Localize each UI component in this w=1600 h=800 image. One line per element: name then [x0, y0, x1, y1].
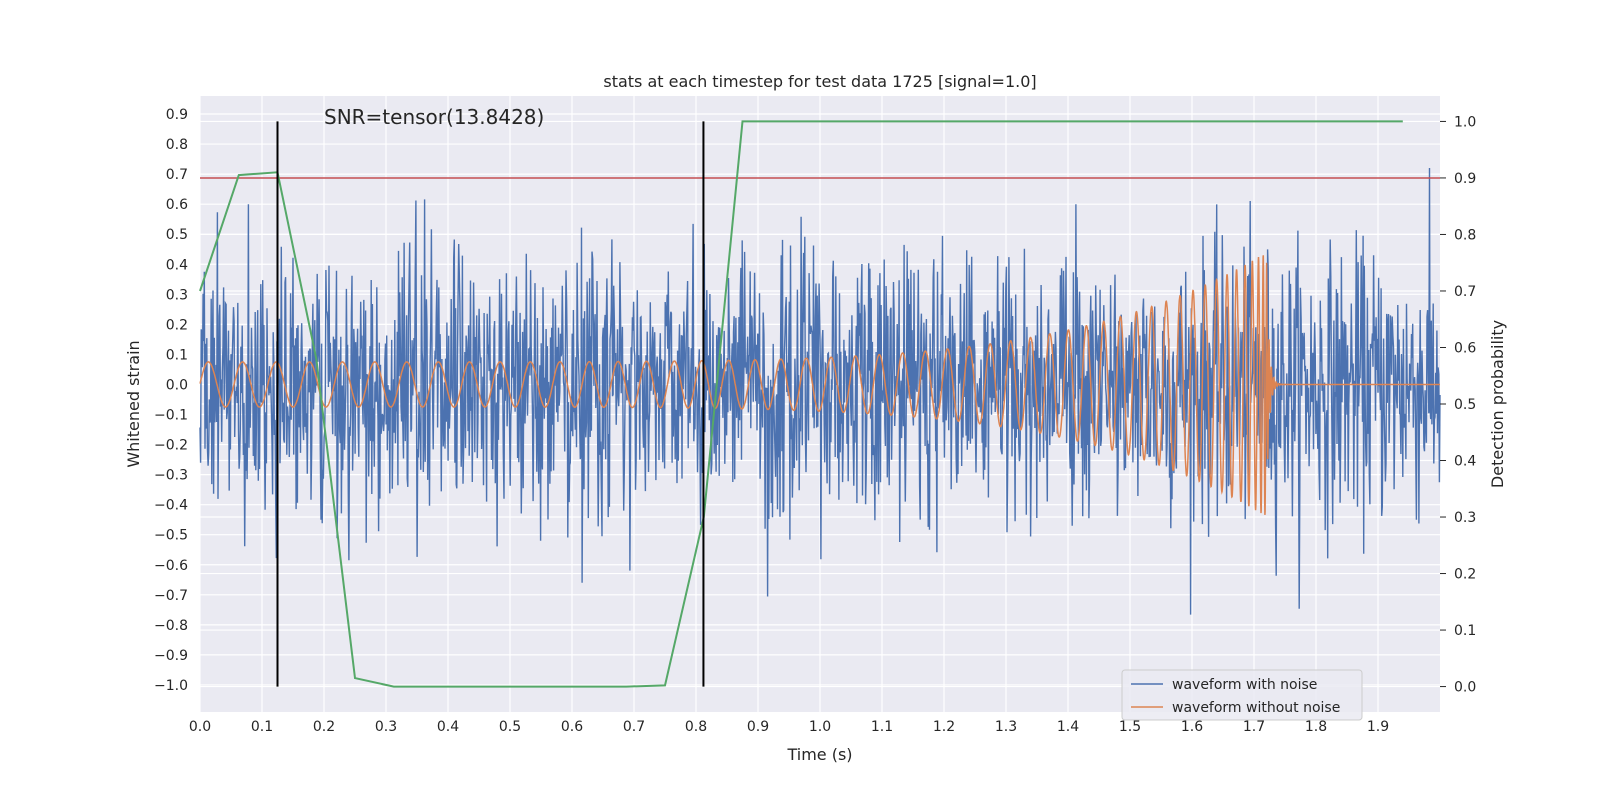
x-tick-label: 0.0 — [189, 719, 211, 735]
x-tick-label: 0.7 — [623, 719, 645, 735]
y-left-tick-label: −0.1 — [154, 408, 188, 424]
y-left-tick-label: 0.4 — [166, 257, 188, 273]
clean-line — [199, 255, 1440, 515]
x-tick-label: 1.6 — [1181, 719, 1203, 735]
y-left-tick-label: −0.2 — [154, 438, 188, 454]
y-axis-left-ticks: 0.9 0.8 0.7 0.6 0.5 0.4 0.3 0.2 0.1 0.0 −0.1 −0.2 −0… — [154, 107, 188, 694]
y-right-tick-label: 0.2 — [1454, 567, 1476, 583]
y-left-tick-label: −0.9 — [154, 648, 188, 664]
y-left-tick-label: −0.7 — [154, 588, 188, 604]
y-right-tick-label: 0.8 — [1454, 227, 1476, 243]
x-tick-label: 0.2 — [313, 719, 335, 735]
y-right-tick-label: 0.0 — [1454, 680, 1476, 696]
series-waveform-with-noise — [199, 167, 1441, 615]
x-axis-label: Time (s) — [786, 745, 852, 764]
x-tick-label: 0.4 — [437, 719, 459, 735]
legend-label-clean: waveform without noise — [1172, 700, 1340, 716]
y-left-tick-label: −0.4 — [154, 498, 188, 514]
y-left-tick-label: 0.7 — [166, 167, 188, 183]
x-tick-label: 1.2 — [933, 719, 955, 735]
legend: waveform with noise waveform without noi… — [1121, 669, 1363, 721]
y-left-tick-label: 0.8 — [166, 137, 188, 153]
x-tick-label: 1.1 — [871, 719, 893, 735]
x-tick-label: 1.0 — [809, 719, 831, 735]
y-left-tick-label: 0.1 — [166, 347, 188, 363]
y-right-tick-label: 0.6 — [1454, 340, 1476, 356]
x-tick-label: 1.8 — [1305, 719, 1327, 735]
y-right-tick-label: 1.0 — [1454, 114, 1476, 130]
x-tick-label: 0.3 — [375, 719, 397, 735]
x-tick-label: 0.6 — [561, 719, 583, 735]
y-left-tick-label: 0.0 — [166, 377, 188, 393]
x-tick-label: 1.9 — [1367, 719, 1389, 735]
x-tick-label: 1.3 — [995, 719, 1017, 735]
y-left-tick-label: 0.2 — [166, 317, 188, 333]
y-right-tick-label: 0.3 — [1454, 510, 1476, 526]
x-tick-label: 1.5 — [1119, 719, 1141, 735]
vertical-markers — [276, 121, 705, 687]
legend-label-noise: waveform with noise — [1172, 677, 1317, 693]
y-left-tick-label: 0.6 — [166, 197, 188, 213]
legend-box — [1121, 669, 1363, 721]
y-left-tick-label: 0.3 — [166, 287, 188, 303]
chart-title: stats at each timestep for test data 172… — [603, 72, 1036, 91]
x-tick-label: 0.5 — [499, 719, 521, 735]
x-tick-label: 1.7 — [1243, 719, 1265, 735]
y-left-tick-label: −0.3 — [154, 468, 188, 484]
x-tick-label: 0.8 — [685, 719, 707, 735]
x-tick-label: 1.4 — [1057, 719, 1079, 735]
y-left-tick-label: 0.9 — [166, 107, 188, 123]
snr-annotation: SNR=tensor(13.8428) — [324, 105, 544, 129]
y-axis-right-ticks: 1.0 0.9 0.8 0.7 0.6 0.5 0.4 0.3 0.2 0.1 0.0 — [1440, 114, 1476, 696]
y-right-tick-label: 0.4 — [1454, 454, 1476, 470]
y-axis-right-label: Detection probability — [1488, 320, 1507, 488]
y-left-tick-label: 0.5 — [166, 227, 188, 243]
y-left-tick-label: −0.6 — [154, 558, 188, 574]
x-tick-label: 0.9 — [747, 719, 769, 735]
noise-line — [199, 167, 1441, 615]
x-axis-ticks: 0.0 0.1 0.2 0.3 0.4 0.5 0.6 0.7 0.8 0.9 1.0 1.1 1.2 1… — [189, 719, 1389, 735]
y-right-tick-label: 0.1 — [1454, 623, 1476, 639]
y-left-tick-label: −0.8 — [154, 618, 188, 634]
series-waveform-without-noise — [199, 255, 1440, 515]
y-axis-left-label: Whitened strain — [124, 340, 143, 467]
y-left-tick-label: −1.0 — [154, 678, 188, 694]
y-left-tick-label: −0.5 — [154, 528, 188, 544]
y-right-tick-label: 0.5 — [1454, 397, 1476, 413]
x-tick-label: 0.1 — [251, 719, 273, 735]
y-right-tick-label: 0.9 — [1454, 171, 1476, 187]
y-right-tick-label: 0.7 — [1454, 284, 1476, 300]
